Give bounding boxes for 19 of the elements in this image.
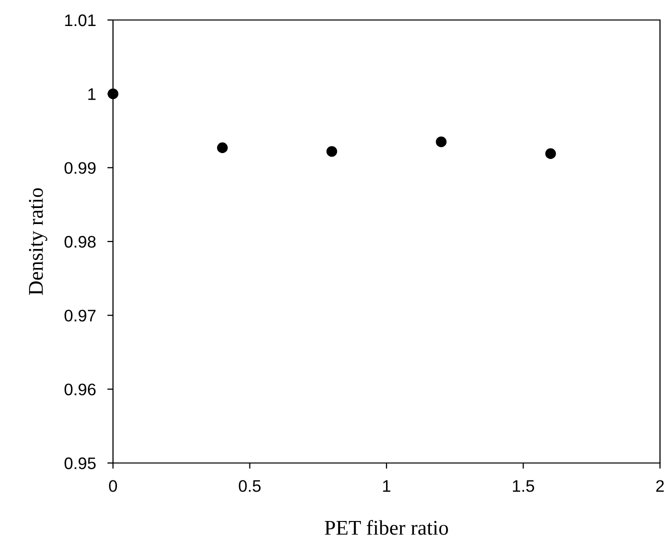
x-tick-label: 2 (656, 480, 664, 492)
x-tick-label: 0.5 (238, 480, 261, 492)
point (108, 88, 118, 100)
point (436, 136, 447, 148)
point (217, 142, 228, 154)
x-tick-label: 0 (109, 480, 117, 492)
y-tick-label: 0.98 (64, 236, 96, 248)
x-tick-label: 1.5 (512, 480, 534, 492)
point (545, 148, 556, 159)
x-axis-title: PET fiber ratio (324, 520, 448, 535)
y-tick-label: 1.01 (65, 14, 96, 26)
y-axis-title: Density ratio (28, 188, 48, 295)
y-tick-label: 0.96 (64, 384, 96, 396)
point (326, 146, 338, 157)
y-tick-label: 0.99 (64, 162, 96, 174)
y-tick-label: 1 (88, 88, 96, 100)
x-tick-label: 1 (383, 480, 390, 492)
y-tick-label: 0.95 (64, 457, 96, 470)
y-tick-label: 0.97 (64, 310, 96, 322)
